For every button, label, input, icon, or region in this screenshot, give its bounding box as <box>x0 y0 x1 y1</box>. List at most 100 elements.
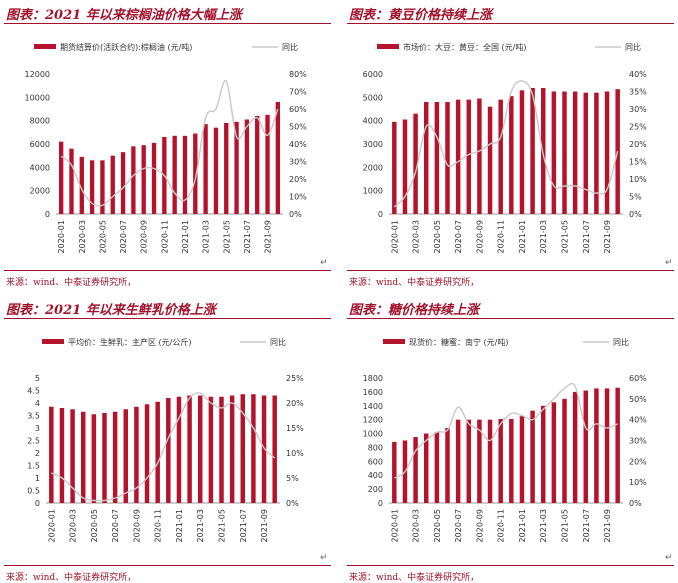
y-left-tick-label: 1800 <box>363 374 383 383</box>
bar <box>208 396 214 503</box>
bar <box>562 398 567 503</box>
x-tick-label: 2020-07 <box>454 509 463 542</box>
y-right-tick-label: 10% <box>629 478 647 487</box>
bar <box>594 388 599 503</box>
bar <box>519 90 525 214</box>
legend-label-bar: 平均价：生鲜乳：主产区 (元/公斤) <box>68 337 191 347</box>
x-tick-label: 2021-05 <box>561 220 570 253</box>
x-tick-label: 2020-05 <box>433 509 442 542</box>
yoy-line <box>393 382 618 479</box>
bar <box>509 96 514 214</box>
return-mark-icon: ↵ <box>665 258 673 268</box>
y-left-tick-label: 6000 <box>363 70 383 79</box>
x-tick-label: 2021-03 <box>539 220 548 253</box>
bar <box>240 394 246 503</box>
y-left-tick-label: 1600 <box>363 388 383 397</box>
y-left-tick-label: 0 <box>45 210 50 219</box>
y-right-tick-label: 15% <box>629 158 647 167</box>
x-tick-label: 2021-09 <box>603 220 612 253</box>
bar <box>182 135 188 214</box>
bar <box>272 395 277 503</box>
bar <box>604 91 610 214</box>
bar <box>197 395 203 503</box>
y-left-tick-label: 2000 <box>30 187 50 196</box>
y-left-tick-label: 0.5 <box>27 487 40 496</box>
y-left-tick-label: 400 <box>368 471 383 480</box>
bar <box>176 396 182 503</box>
legend-label-line: 同比 <box>282 42 298 52</box>
bar <box>498 99 503 214</box>
bar <box>79 156 84 214</box>
x-tick-label: 2021-05 <box>561 509 570 542</box>
x-tick-label: 2021-03 <box>539 509 548 542</box>
bar <box>519 416 525 503</box>
y-left-tick-label: 1200 <box>363 416 383 425</box>
yoy-line <box>60 79 279 207</box>
y-left-tick-label: 4000 <box>363 117 383 126</box>
source-note: 来源：wind、中泰证券研究所， <box>349 573 480 583</box>
source-note: 来源：wind、中泰证券研究所， <box>349 278 480 288</box>
x-tick-label: 2020-05 <box>98 220 107 253</box>
y-right-tick-label: 50% <box>629 395 647 404</box>
y-right-tick-label: 15% <box>286 424 304 433</box>
bar <box>255 116 260 214</box>
yoy-line <box>393 80 619 208</box>
bar <box>466 419 472 503</box>
bar <box>261 395 267 503</box>
bar <box>166 398 171 503</box>
y-right-tick-label: 30% <box>629 105 647 114</box>
bar <box>203 124 208 214</box>
y-left-tick-label: 0 <box>35 499 40 508</box>
bar <box>477 419 482 503</box>
y-right-tick-label: 5% <box>629 193 642 202</box>
y-right-tick-label: 50% <box>289 123 307 132</box>
y-left-tick-label: 3.5 <box>27 412 40 421</box>
x-tick-label: 2020-03 <box>412 220 421 253</box>
source-rule <box>347 270 674 271</box>
bar <box>413 437 418 503</box>
bar <box>423 102 429 214</box>
x-tick-label: 2021-03 <box>202 220 211 253</box>
bar <box>187 395 192 503</box>
title-rule <box>347 318 674 319</box>
y-left-tick-label: 2 <box>35 449 40 458</box>
bar <box>530 88 535 214</box>
y-right-tick-label: 40% <box>629 416 647 425</box>
chart-panel-soybean: 图表：黄豆价格持续上涨 市场价：大豆：黄豆：全国 (元/吨) 同比 0 1000 200… <box>343 0 678 288</box>
bar <box>58 141 64 214</box>
y-right-tick-label: 60% <box>629 374 647 383</box>
bar <box>551 402 557 503</box>
bar <box>615 387 620 503</box>
y-right-tick-label: 5% <box>286 474 299 483</box>
source-rule <box>4 565 331 566</box>
x-tick-label: 2020-01 <box>390 220 399 253</box>
bar <box>110 155 115 214</box>
bar <box>487 106 493 214</box>
bar <box>498 418 503 503</box>
x-tick-label: 2021-07 <box>239 509 248 542</box>
bar <box>80 411 86 503</box>
x-tick-label: 2020-07 <box>111 509 120 542</box>
y-left-tick-label: 1 <box>35 474 40 483</box>
y-left-tick-label: 12000 <box>25 70 50 79</box>
y-left-tick-label: 600 <box>368 457 383 466</box>
x-tick-label: 2020-09 <box>140 220 149 253</box>
y-right-tick-label: 70% <box>289 88 307 97</box>
bar <box>275 102 281 214</box>
y-right-tick-label: 10% <box>629 175 647 184</box>
x-tick-label: 2020-09 <box>132 509 141 542</box>
chart-title: 图表：2021 年以来棕榈油价格大幅上涨 <box>6 8 242 23</box>
y-right-tick-label: 25% <box>629 123 647 132</box>
x-tick-label: 2021-01 <box>518 220 527 253</box>
bar <box>445 102 450 214</box>
bar <box>583 92 589 214</box>
chart-title: 图表：糖价格持续上涨 <box>349 303 480 318</box>
bar <box>540 88 546 214</box>
legend-label-bar: 现货价：糖蜜：南宁 (元/吨) <box>409 337 508 347</box>
y-right-tick-label: 20% <box>629 140 647 149</box>
bar <box>530 410 535 503</box>
legend: 期货结算价(活跃合约):棕榈油 (元/吨) 同比 <box>34 42 298 52</box>
bar <box>434 432 440 503</box>
chart-svg: 期货结算价(活跃合约):棕榈油 (元/吨) 同比 0 2000 4000 6000 8000… <box>25 42 308 253</box>
x-tick-label: 2021-01 <box>175 509 184 542</box>
